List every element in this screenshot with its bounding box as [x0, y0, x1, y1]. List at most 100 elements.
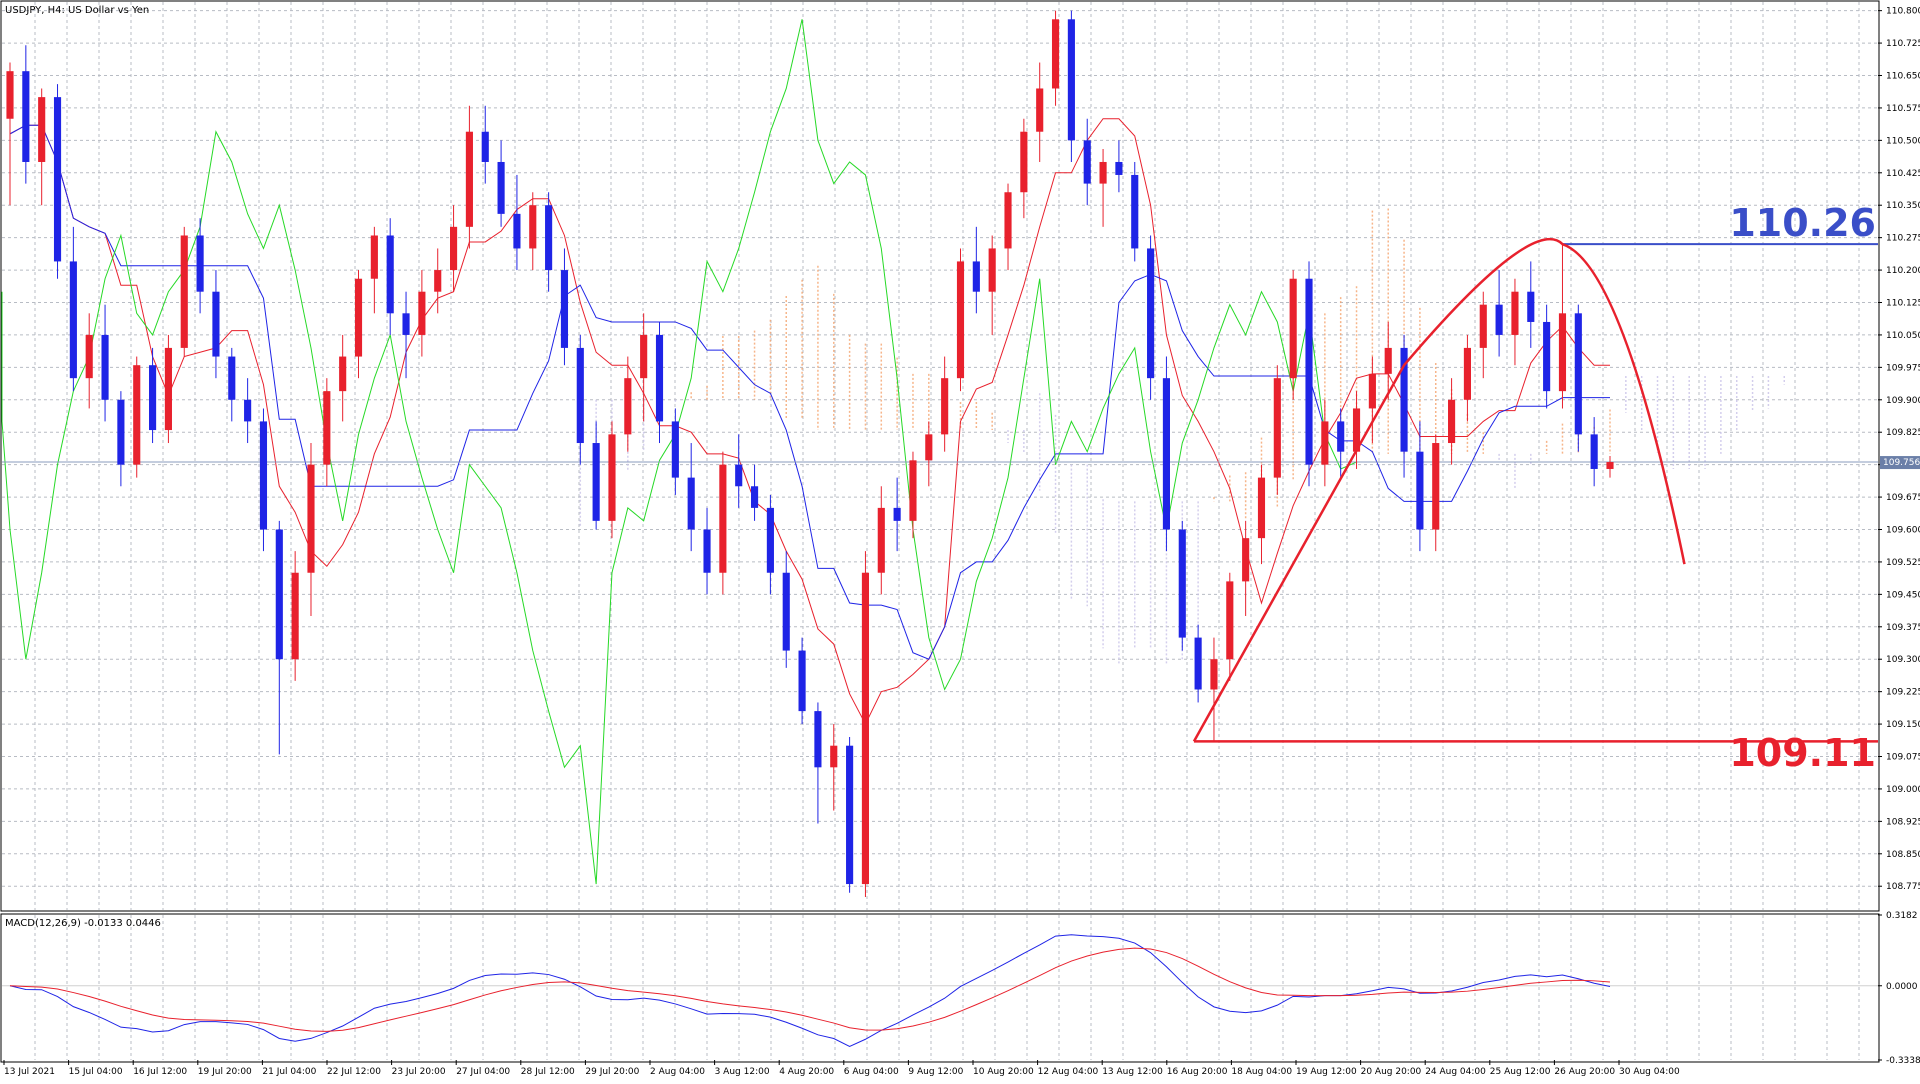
bear-candle — [481, 131, 489, 162]
bear-candle — [196, 235, 204, 292]
bull-candle — [1558, 313, 1567, 392]
bear-candle — [798, 650, 806, 712]
bear-candle — [766, 507, 774, 573]
bear-candle — [655, 334, 664, 422]
bull-candle — [339, 356, 347, 392]
macd-lines — [2, 934, 1878, 1048]
y-tick-label: 109.300 — [1886, 655, 1920, 665]
bear-candle — [1574, 313, 1582, 435]
bear-candle — [1115, 161, 1123, 175]
macd-y-tick-label: -0.3338 — [1886, 1056, 1920, 1066]
bull-candle — [1004, 192, 1012, 249]
x-tick-label: 25 Aug 12:00 — [1490, 1067, 1551, 1077]
bull-candle — [323, 391, 331, 465]
x-tick-label: 16 Jul 12:00 — [133, 1067, 187, 1077]
bear-candle — [497, 161, 505, 214]
macd-pane-frame — [0, 913, 1880, 1063]
y-tick-label: 109.375 — [1886, 623, 1920, 633]
bull-candle — [450, 226, 458, 271]
x-tick-label: 6 Aug 04:00 — [844, 1067, 899, 1077]
x-tick-label: 12 Aug 04:00 — [1038, 1067, 1099, 1077]
macd-signal-line — [9, 947, 1611, 1032]
x-tick-label: 24 Aug 04:00 — [1425, 1067, 1486, 1077]
y-tick-label: 110.725 — [1886, 39, 1920, 49]
bull-candle — [1432, 443, 1440, 530]
bear-candle — [22, 71, 30, 162]
x-tick-label: 13 Aug 12:00 — [1102, 1067, 1163, 1077]
macd-title: MACD(12,26,9) -0.0133 0.0446 — [5, 918, 161, 929]
x-tick-label: 10 Aug 20:00 — [973, 1067, 1034, 1077]
main-grid — [2, 2, 1878, 910]
y-tick-label: 110.125 — [1886, 299, 1920, 309]
bull-candle — [1273, 378, 1281, 478]
y-tick-label: 109.675 — [1886, 493, 1920, 503]
y-tick-label: 109.525 — [1886, 558, 1920, 568]
x-tick-label: 18 Aug 04:00 — [1231, 1067, 1292, 1077]
bear-candle — [893, 507, 901, 521]
support-price-label: 109.11 — [1729, 731, 1876, 775]
tenkan-line — [9, 118, 1610, 726]
bear-candle — [228, 356, 236, 400]
y-tick-label: 110.200 — [1886, 266, 1920, 276]
bull-candle — [418, 291, 426, 335]
annotations — [1192, 237, 1878, 743]
bull-candle — [164, 347, 172, 431]
bear-candle — [1067, 19, 1075, 141]
bear-candle — [560, 270, 569, 348]
projection-curve — [1192, 237, 1686, 742]
bull-candle — [877, 507, 885, 573]
x-tick-label: 19 Aug 12:00 — [1296, 1067, 1357, 1077]
y-tick-label: 109.225 — [1886, 688, 1920, 698]
y-tick-label: 109.900 — [1886, 396, 1920, 406]
x-tick-label: 30 Aug 04:00 — [1619, 1067, 1680, 1077]
bull-candle — [1479, 304, 1487, 348]
y-tick-label: 108.775 — [1886, 882, 1920, 892]
bull-candle — [307, 464, 315, 573]
bull-candle — [1289, 278, 1297, 379]
x-tick-label: 29 Jul 20:00 — [585, 1067, 639, 1077]
bear-candle — [1194, 637, 1202, 690]
x-tick-label: 15 Jul 04:00 — [69, 1067, 123, 1077]
bear-candle — [117, 399, 125, 465]
bull-candle — [1448, 399, 1456, 444]
current-price-tag — [1880, 456, 1920, 470]
bull-candle — [608, 434, 616, 521]
x-tick-label: 9 Aug 12:00 — [908, 1067, 963, 1077]
bull-candle — [1352, 408, 1361, 452]
y-tick-label: 109.450 — [1886, 590, 1920, 600]
bull-candle — [941, 378, 949, 435]
bull-candle — [291, 572, 299, 660]
bull-candle — [1384, 347, 1392, 374]
bear-candle — [545, 205, 553, 271]
bull-candle — [925, 434, 933, 461]
bear-candle — [1305, 278, 1313, 465]
bull-candle — [133, 365, 141, 465]
bear-candle — [1147, 248, 1155, 379]
bull-candle — [38, 97, 46, 162]
bull-candle — [1368, 373, 1376, 409]
y-tick-label: 110.350 — [1886, 201, 1920, 211]
bear-candle — [1543, 321, 1551, 392]
bull-candle — [1226, 581, 1234, 660]
bear-candle — [1400, 347, 1408, 452]
bear-candle — [703, 529, 711, 573]
y-tick-label: 110.275 — [1886, 234, 1920, 244]
y-tick-label: 110.800 — [1886, 7, 1920, 17]
y-tick-label: 108.925 — [1886, 817, 1920, 827]
bull-candle — [529, 205, 537, 249]
bull-candle — [861, 572, 870, 885]
bear-candle — [53, 97, 62, 262]
macd-y-tick-label: 0.3182 — [1886, 911, 1918, 921]
bear-candle — [687, 477, 695, 530]
bull-candle — [1463, 347, 1471, 400]
y-tick-label: 108.850 — [1886, 850, 1920, 860]
y-tick-label: 109.000 — [1886, 785, 1920, 795]
x-tick-label: 20 Aug 20:00 — [1361, 1067, 1422, 1077]
bull-candle — [6, 71, 14, 119]
bear-candle — [69, 261, 77, 379]
bear-candle — [1527, 291, 1535, 322]
bull-candle — [830, 745, 838, 768]
bull-candle — [1210, 659, 1218, 690]
